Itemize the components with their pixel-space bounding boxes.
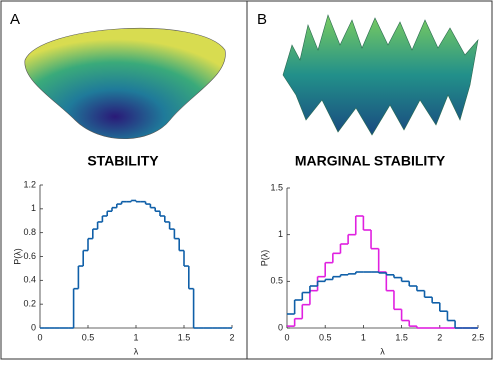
x-tick-label: 2 (437, 332, 442, 342)
y-axis-label: P(λ) (12, 248, 22, 265)
y-tick-label: 0.2 (23, 299, 36, 309)
y-tick-label: 1.5 (270, 182, 283, 192)
y-tick-label: 1 (31, 203, 36, 213)
y-tick-label: 1.2 (23, 179, 36, 189)
y-tick-label: 1 (278, 229, 283, 239)
y-tick-label: 0.5 (270, 276, 283, 286)
marginal-surface (282, 14, 479, 136)
x-tick-label: 1 (133, 332, 138, 342)
x-tick-label: 0.5 (319, 332, 332, 342)
x-tick-label: 2.5 (472, 332, 485, 342)
y-tick-label: 0.4 (23, 275, 36, 285)
x-tick-label: 0.5 (82, 332, 95, 342)
stability-surface (24, 27, 226, 139)
x-axis-label: λ (134, 346, 139, 356)
y-tick-label: 0.8 (23, 227, 36, 237)
x-tick-label: 0 (37, 332, 42, 342)
y-tick-label: 0 (278, 322, 283, 332)
y-axis-label: P(λ) (259, 250, 269, 267)
panel-label: A (10, 11, 20, 28)
x-tick-label: 2 (229, 332, 234, 342)
panel-title: STABILITY (87, 153, 159, 169)
x-tick-label: 1.5 (395, 332, 408, 342)
y-tick-label: 0 (31, 322, 36, 332)
x-tick-label: 0 (284, 332, 289, 342)
x-tick-label: 1 (361, 332, 366, 342)
x-tick-label: 1.5 (178, 332, 191, 342)
y-tick-label: 0.6 (23, 251, 36, 261)
panel-label: B (257, 11, 267, 28)
panel-title: MARGINAL STABILITY (295, 153, 446, 169)
x-axis-label: λ (380, 346, 385, 356)
